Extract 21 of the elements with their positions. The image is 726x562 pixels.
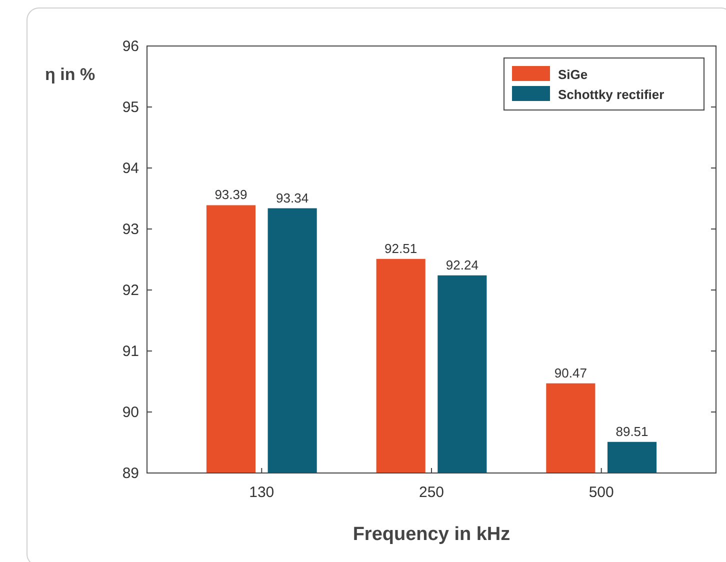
y-axis-title: η in % bbox=[45, 65, 96, 84]
x-tick-label: 250 bbox=[418, 484, 444, 501]
data-label: 93.39 bbox=[214, 187, 248, 202]
y-tick-label: 93 bbox=[122, 221, 139, 238]
legend-label: SiGe bbox=[558, 67, 588, 82]
data-label: 93.34 bbox=[276, 190, 309, 206]
x-tick-label: 130 bbox=[249, 484, 274, 501]
y-tick-label: 89 bbox=[122, 465, 139, 482]
x-axis-title: Frequency in kHz bbox=[352, 524, 510, 545]
y-tick-label: 94 bbox=[122, 160, 139, 177]
y-tick-label: 96 bbox=[122, 38, 139, 55]
data-label: 92.24 bbox=[446, 257, 478, 272]
y-tick-label: 91 bbox=[122, 343, 139, 360]
x-tick-label: 500 bbox=[588, 484, 614, 501]
y-tick-label: 90 bbox=[122, 404, 139, 421]
data-label: 90.47 bbox=[554, 365, 587, 380]
legend-label: Schottky rectifier bbox=[558, 87, 664, 102]
y-tick-label: 95 bbox=[122, 99, 139, 116]
data-label: 89.51 bbox=[616, 424, 648, 439]
data-label: 92.51 bbox=[384, 240, 418, 256]
y-tick-label: 92 bbox=[122, 282, 139, 299]
